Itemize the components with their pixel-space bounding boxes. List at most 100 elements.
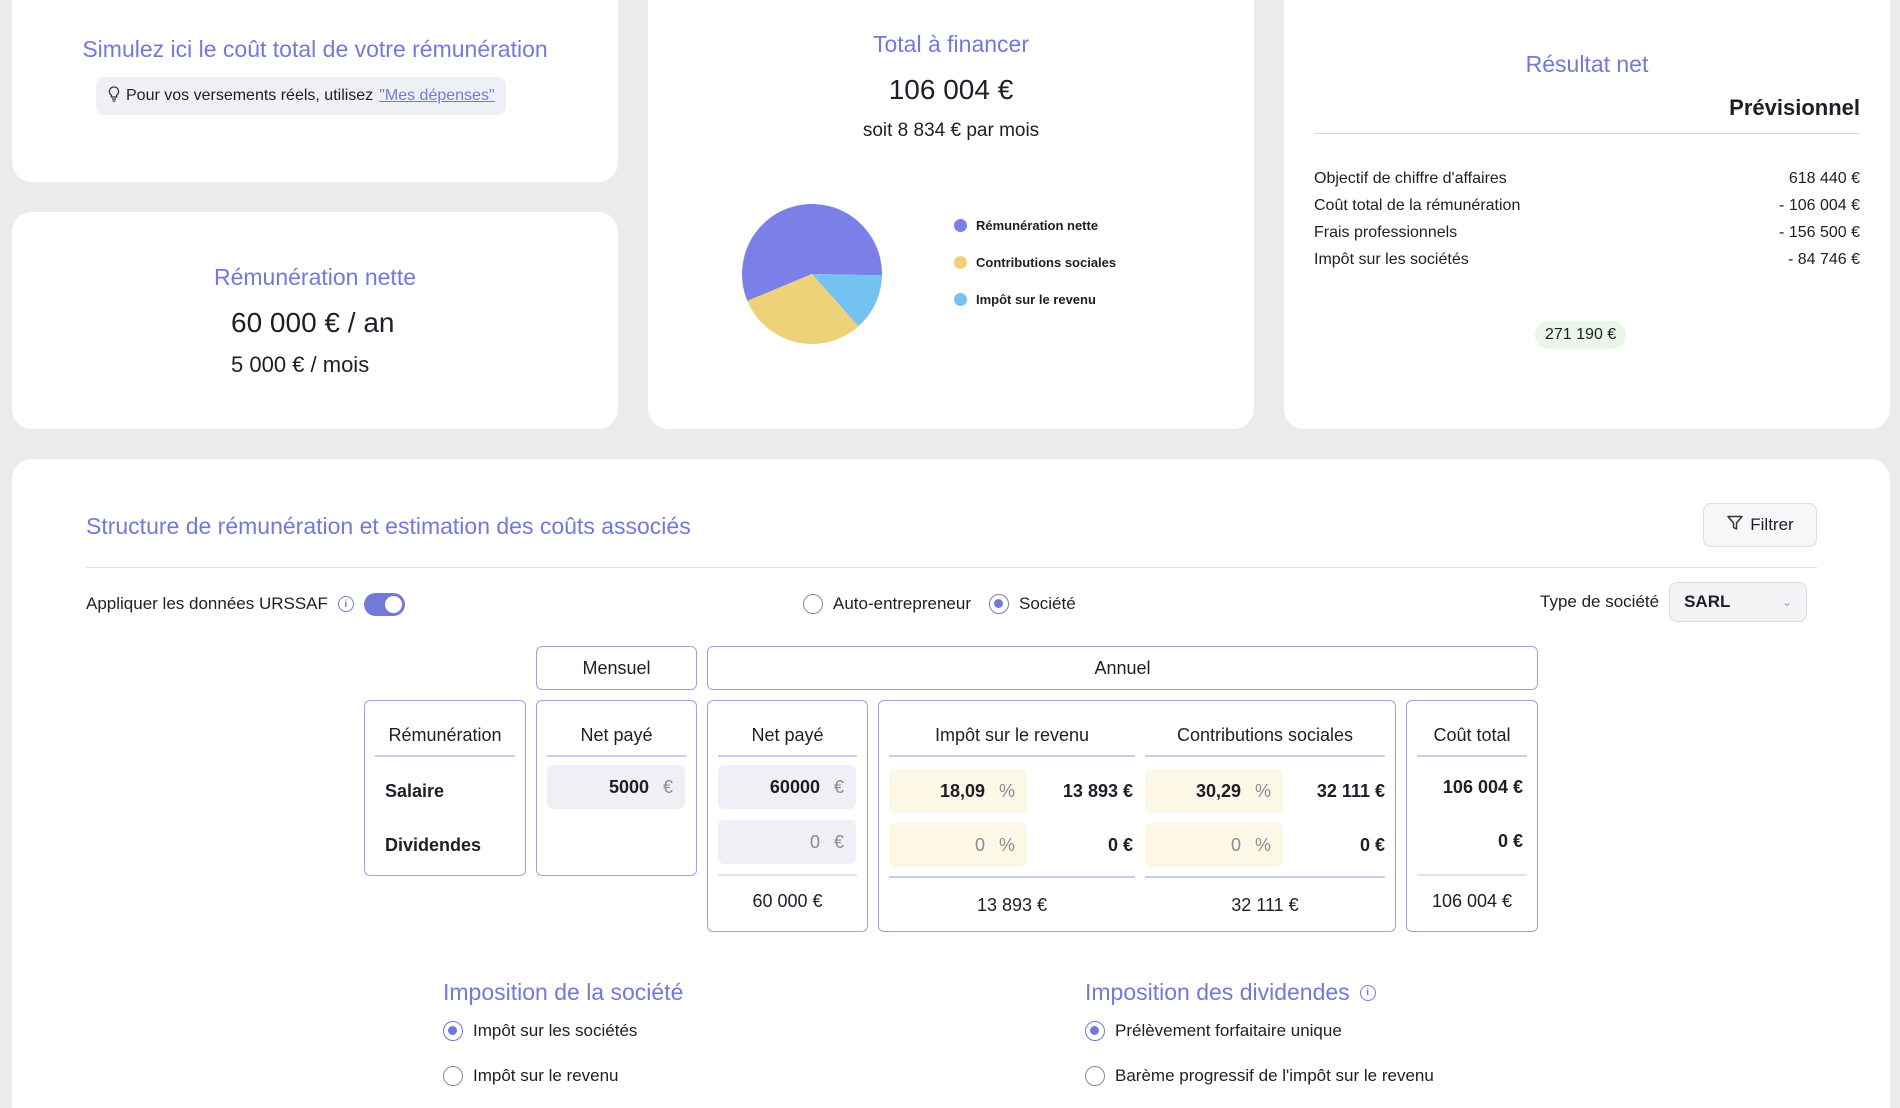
company-tax-title: Imposition de la société bbox=[443, 979, 684, 1005]
company-type-option: Type de société SARL ⌄ bbox=[1540, 581, 1808, 623]
pie-slice-0 bbox=[742, 204, 882, 301]
total-cost-header: Coût total bbox=[1433, 725, 1511, 745]
divider bbox=[1417, 874, 1527, 876]
societe-radio[interactable] bbox=[988, 594, 1009, 614]
info-icon[interactable]: i bbox=[1359, 984, 1376, 1001]
salary-tax-rate-input[interactable]: 18,09% bbox=[889, 769, 1027, 813]
monthly-salary-value: 5000 bbox=[608, 776, 649, 797]
legend-item: Rémunération nette bbox=[954, 207, 1116, 244]
euro-unit: € bbox=[662, 776, 673, 797]
divider bbox=[547, 755, 686, 757]
dividends-social-rate: 0 bbox=[1230, 834, 1241, 855]
monthly-net-column: Net payé 5000 € bbox=[536, 700, 697, 876]
urssaf-toggle[interactable] bbox=[363, 592, 405, 616]
result-row-label: Objectif de chiffre d'affaires bbox=[1314, 170, 1507, 187]
result-rows: Objectif de chiffre d'affaires 618 440 € … bbox=[1314, 170, 1860, 278]
salary-tax-rate: 18,09 bbox=[939, 780, 985, 801]
result-row-label: Coût total de la rémunération bbox=[1314, 197, 1521, 214]
dividend-tax-option[interactable]: Prélèvement forfaitaire unique bbox=[1085, 1021, 1342, 1041]
dividend-tax-option[interactable]: Barème progressif de l'impôt sur le reve… bbox=[1085, 1066, 1434, 1086]
result-row-value: 618 440 € bbox=[1788, 170, 1860, 187]
percent-unit: % bbox=[998, 834, 1015, 855]
dividends-tax-amount: 0 € bbox=[1107, 835, 1133, 855]
total-cost-sum: 106 004 € bbox=[1431, 891, 1513, 911]
auto-entrepreneur-radio[interactable] bbox=[803, 594, 823, 614]
result-row: Impôt sur les sociétés - 84 746 € bbox=[1314, 251, 1860, 278]
dividends-social-rate-input[interactable]: 0% bbox=[1145, 823, 1283, 867]
income-tax-radio[interactable] bbox=[443, 1066, 463, 1086]
net-monthly-value: 5 000 € / mois bbox=[231, 352, 370, 377]
chevron-down-icon: ⌄ bbox=[1782, 595, 1793, 609]
salary-label: Salaire bbox=[385, 781, 445, 801]
divider bbox=[1417, 755, 1527, 757]
forecast-column-label: Prévisionnel bbox=[1729, 95, 1860, 120]
annual-salary-input[interactable]: 60000 € bbox=[718, 765, 856, 809]
annual-dividends-input[interactable]: 0 € bbox=[718, 820, 856, 864]
annual-net-total: 60 000 € bbox=[752, 891, 823, 911]
lightbulb-icon bbox=[108, 85, 120, 107]
salary-tax-amount: 13 893 € bbox=[1062, 781, 1133, 801]
status-radio-group: Auto-entrepreneur Société bbox=[803, 589, 1076, 619]
annual-dividends-value: 0 bbox=[809, 831, 820, 852]
urssaf-option: Appliquer les données URSSAF i bbox=[86, 589, 405, 619]
simulation-title: Simulez ici le coût total de votre rémun… bbox=[82, 36, 548, 62]
total-to-finance-card: Total à financer 106 004 € soit 8 834 € … bbox=[648, 0, 1254, 429]
divider bbox=[375, 755, 515, 757]
simulation-card: Simulez ici le coût total de votre rémun… bbox=[12, 0, 618, 182]
info-icon[interactable]: i bbox=[337, 596, 354, 612]
divider bbox=[889, 876, 1135, 878]
dividends-label: Dividendes bbox=[385, 835, 482, 855]
remuneration-header: Rémunération bbox=[388, 725, 502, 745]
result-row: Coût total de la rémunération - 106 004 € bbox=[1314, 197, 1860, 224]
pie-legend: Rémunération nette Contributions sociale… bbox=[954, 207, 1116, 318]
company-type-label: Type de société bbox=[1540, 592, 1660, 611]
divider bbox=[1145, 755, 1385, 757]
pie-slice-2 bbox=[812, 274, 882, 327]
net-result-title: Résultat net bbox=[1525, 51, 1649, 77]
net-remuneration-card: Rémunération nette 60 000 € / an 5 000 €… bbox=[12, 212, 618, 429]
percent-unit: % bbox=[1254, 780, 1271, 801]
total-per-month: soit 8 834 € par mois bbox=[862, 120, 1040, 141]
remuneration-structure-card: Structure de rémunération et estimation … bbox=[12, 459, 1890, 1108]
company-type-select[interactable]: SARL ⌄ bbox=[1669, 582, 1808, 622]
structure-title: Structure de rémunération et estimation … bbox=[86, 513, 691, 539]
dividends-total-cost: 0 € bbox=[1497, 831, 1523, 851]
legend-swatch-2 bbox=[954, 293, 967, 306]
monthly-salary-input[interactable]: 5000 € bbox=[547, 765, 685, 809]
percent-unit: % bbox=[998, 780, 1015, 801]
net-remuneration-title: Rémunération nette bbox=[213, 264, 416, 290]
filter-label: Filtrer bbox=[1750, 515, 1794, 534]
urssaf-label: Appliquer les données URSSAF bbox=[86, 594, 328, 613]
corporate-tax-label: Impôt sur les sociétés bbox=[473, 1021, 638, 1040]
annual-header: Annuel bbox=[707, 646, 1538, 690]
legend-label-2: Impôt sur le revenu bbox=[976, 292, 1096, 307]
salary-social-rate: 30,29 bbox=[1195, 780, 1241, 801]
dividend-tax-heading: Imposition des dividendes i bbox=[1085, 979, 1376, 1006]
pie-slice-1 bbox=[747, 274, 859, 344]
divider bbox=[1145, 876, 1385, 878]
flat-tax-radio[interactable] bbox=[1085, 1021, 1105, 1041]
net-result-badge: 271 190 € bbox=[1535, 321, 1627, 349]
net-result-card: Résultat net Prévisionnel Objectif de ch… bbox=[1284, 0, 1890, 429]
salary-social-amount: 32 111 € bbox=[1316, 781, 1385, 801]
company-tax-option[interactable]: Impôt sur le revenu bbox=[443, 1066, 619, 1086]
flat-tax-label: Prélèvement forfaitaire unique bbox=[1115, 1021, 1342, 1040]
company-tax-option[interactable]: Impôt sur les sociétés bbox=[443, 1021, 637, 1041]
total-amount: 106 004 € bbox=[888, 74, 1014, 105]
legend-label-0: Rémunération nette bbox=[976, 218, 1099, 233]
dividends-tax-rate-input[interactable]: 0% bbox=[889, 823, 1027, 867]
result-row-label: Frais professionnels bbox=[1314, 224, 1458, 241]
expenses-link[interactable]: "Mes dépenses" bbox=[379, 87, 495, 104]
euro-unit: € bbox=[833, 776, 844, 797]
progressive-scale-radio[interactable] bbox=[1085, 1066, 1105, 1086]
filter-button[interactable]: Filtrer bbox=[1703, 503, 1817, 547]
monthly-header: Mensuel bbox=[536, 646, 697, 690]
salary-social-rate-input[interactable]: 30,29% bbox=[1145, 769, 1283, 813]
social-contributions-total: 32 111 € bbox=[1231, 895, 1299, 915]
result-row: Frais professionnels - 156 500 € bbox=[1314, 224, 1860, 251]
company-type-value: SARL bbox=[1684, 592, 1731, 611]
annual-net-header: Net payé bbox=[751, 725, 824, 745]
corporate-tax-radio[interactable] bbox=[443, 1021, 463, 1041]
expenses-hint: Pour vos versements réels, utilisez "Mes… bbox=[96, 77, 506, 115]
dividends-tax-rate: 0 bbox=[974, 834, 985, 855]
